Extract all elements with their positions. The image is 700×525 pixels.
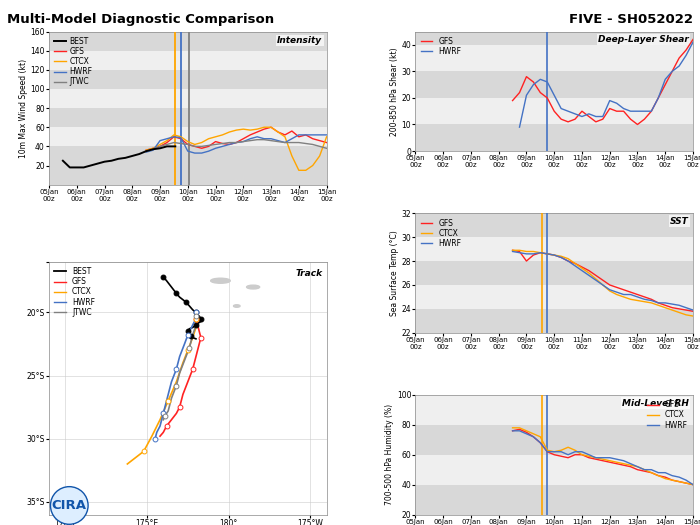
Bar [415,45,693,71]
Legend: GFS, CTCX, HWRF: GFS, CTCX, HWRF [419,217,463,249]
Bar [415,124,693,151]
Text: Deep-Layer Shear: Deep-Layer Shear [598,35,689,44]
Text: SST: SST [670,217,689,226]
Bar [49,146,327,165]
Bar [415,485,693,514]
Text: FIVE - SH052022: FIVE - SH052022 [569,13,693,26]
Y-axis label: 10m Max Wind Speed (kt): 10m Max Wind Speed (kt) [19,58,27,158]
Bar [415,213,693,237]
Bar [415,425,693,455]
Bar [49,127,327,146]
Text: Track: Track [295,269,323,278]
Legend: GFS, CTCX, HWRF: GFS, CTCX, HWRF [645,399,689,431]
Bar [415,237,693,261]
Legend: BEST, GFS, CTCX, HWRF, JTWC: BEST, GFS, CTCX, HWRF, JTWC [52,35,94,88]
Ellipse shape [211,278,230,284]
Legend: GFS, HWRF: GFS, HWRF [419,35,463,58]
Bar [49,32,327,50]
Bar [49,89,327,108]
Bar [49,108,327,127]
Ellipse shape [234,304,240,307]
Y-axis label: Sea Surface Temp (°C): Sea Surface Temp (°C) [390,230,399,316]
Bar [415,98,693,124]
Text: CIRA: CIRA [52,499,87,512]
Bar [415,285,693,309]
Bar [49,50,327,70]
Text: Multi-Model Diagnostic Comparison: Multi-Model Diagnostic Comparison [7,13,274,26]
Text: Intensity: Intensity [277,36,323,45]
Y-axis label: 700-500 hPa Humidity (%): 700-500 hPa Humidity (%) [385,404,394,505]
Ellipse shape [246,285,260,289]
Bar [415,455,693,485]
Y-axis label: 200-850 hPa Shear (kt): 200-850 hPa Shear (kt) [390,47,399,135]
Bar [415,71,693,98]
Text: Mid-Level RH: Mid-Level RH [622,398,689,407]
Bar [415,261,693,285]
Bar [49,70,327,89]
Bar [415,395,693,425]
Legend: BEST, GFS, CTCX, HWRF, JTWC: BEST, GFS, CTCX, HWRF, JTWC [52,266,97,318]
Bar [415,309,693,333]
